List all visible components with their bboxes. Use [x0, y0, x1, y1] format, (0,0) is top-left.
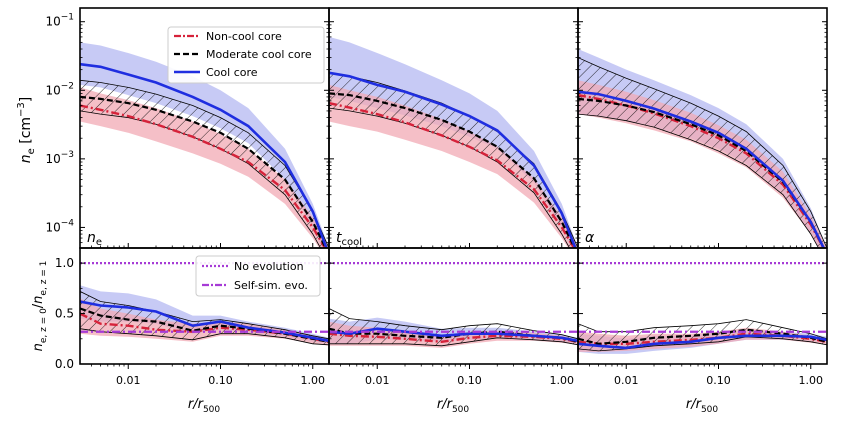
x-label-2: r/r500: [437, 397, 470, 415]
legend-bottom: No evolution Self-sim. evo.: [195, 255, 321, 297]
top-panel-2-moderate-cool-core-line: [329, 92, 576, 248]
top-panel-2-group: [329, 36, 578, 248]
bottom-y-tick-label: 1.0: [55, 256, 74, 270]
x-label-3: r/r500: [686, 397, 719, 415]
x-tick-label: 0.10: [706, 374, 731, 387]
bottom-panel-frame-2: [328, 247, 579, 365]
top-y-tick-label: 10−3: [45, 150, 74, 166]
legend-label-moderate-cool-core: Moderate cool core: [206, 48, 312, 61]
top-panel-1-group: [80, 42, 329, 248]
top-y-label: ne [cm−3]: [16, 97, 37, 164]
top-panel-3-cool-core-line: [578, 90, 826, 248]
axes: 0.01 0.10 1.00 0.01 0.10 1.00 0.01 0.10 1.00 10−1…: [45, 7, 828, 387]
bottom-panel-3-moderate-cool-core-band: [578, 319, 827, 352]
bottom-panel-1-non-cool-core-line: [80, 312, 329, 343]
x-tick-label: 1.00: [550, 374, 575, 387]
x-tick-label: 0.01: [365, 374, 390, 387]
bottom-panel-3-group: [578, 262, 827, 354]
top-panel-3-group: [578, 49, 827, 248]
top-panel-1-moderate-cool-core-line: [80, 95, 327, 248]
top-y-tick-label: 10−2: [45, 81, 74, 97]
legend-label-non-cool-core: Non-cool core: [206, 30, 282, 43]
top-panel-2-cool-core-line: [329, 71, 577, 248]
legend-label-no-evolution: No evolution: [234, 260, 304, 273]
legend-top-box: [167, 26, 325, 84]
bottom-panel-2-group: [329, 262, 578, 348]
top-panel-3-non-cool-core-line: [578, 93, 825, 248]
top-panel-2-non-cool-core-band: [329, 84, 578, 248]
panel-label-tcool: tcool: [336, 230, 362, 248]
top-panel-1-cool-core-line: [80, 62, 328, 248]
panel-label-alpha: α: [585, 230, 595, 246]
top-y-tick-label: 10−4: [45, 218, 74, 234]
top-panel-2-non-cool-core-line: [329, 101, 576, 248]
legend-label-cool-core: Cool core: [206, 66, 258, 79]
bottom-panel-1-cool-core-line: [80, 300, 329, 343]
top-panel-1-non-cool-core-line: [80, 104, 327, 248]
top-panel-3-moderate-cool-core-line: [578, 97, 825, 248]
x-tick-label: 1.00: [799, 374, 824, 387]
x-tick-label: 0.10: [457, 374, 482, 387]
plot-area: [80, 36, 827, 354]
top-panel-1-non-cool-core-band: [80, 87, 329, 248]
bottom-y-tick-label: 0.0: [55, 357, 74, 371]
top-panel-3-moderate-cool-core-band: [578, 57, 827, 248]
legend-label-self-sim: Self-sim. evo.: [234, 279, 308, 292]
panel-label-ne: ne: [87, 230, 102, 248]
legend-top: Non-cool core Moderate cool core Cool co…: [167, 26, 325, 84]
bottom-panel-frame-3: [577, 247, 828, 365]
x-tick-label: 1.00: [301, 374, 326, 387]
x-tick-label: 0.01: [116, 374, 141, 387]
x-tick-label: 0.10: [208, 374, 233, 387]
bottom-y-tick-label: 0.5: [55, 307, 74, 321]
bottom-panel-3-cool-core-line: [578, 334, 827, 350]
x-tick-label: 0.01: [614, 374, 639, 387]
bottom-y-label: ne, z = 0/ne, z = 1: [31, 261, 49, 352]
bottom-panel-1-moderate-cool-core-line: [80, 307, 329, 343]
top-y-tick-label: 10−1: [45, 13, 74, 29]
x-label-1: r/r500: [188, 397, 221, 415]
